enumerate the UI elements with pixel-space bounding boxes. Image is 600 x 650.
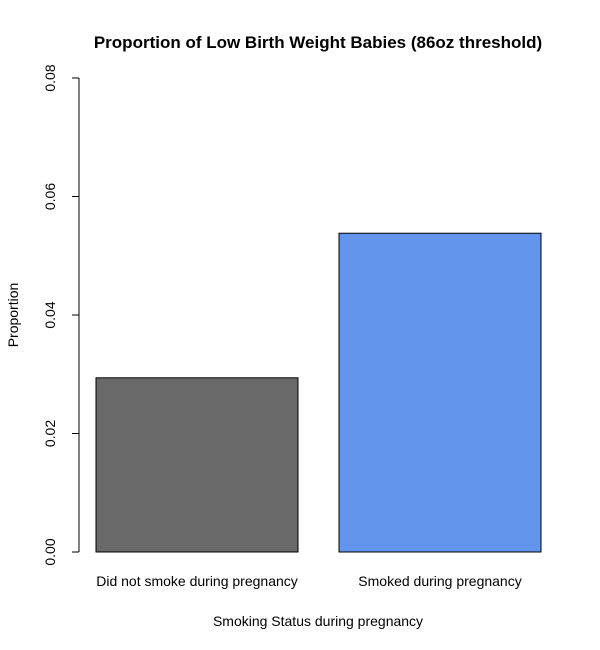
x-axis-label: Smoking Status during pregnancy [213,613,423,629]
category-labels: Did not smoke during pregnancy Smoked dur… [96,573,522,589]
y-tick-label: 0.00 [42,538,58,565]
category-label-1: Did not smoke during pregnancy [96,573,298,589]
y-tick-label: 0.04 [42,301,58,328]
y-axis: 0.00 0.02 0.04 0.06 0.08 [42,64,80,566]
y-tick-label: 0.06 [42,183,58,210]
y-axis-label: Proportion [5,283,21,348]
category-label-2: Smoked during pregnancy [358,573,521,589]
bars [95,232,542,553]
y-tick-label: 0.08 [42,64,58,91]
chart-title: Proportion of Low Birth Weight Babies (8… [94,33,542,52]
y-tick-label: 0.02 [42,420,58,447]
bar-2 [338,232,542,553]
bar-1 [95,377,299,553]
